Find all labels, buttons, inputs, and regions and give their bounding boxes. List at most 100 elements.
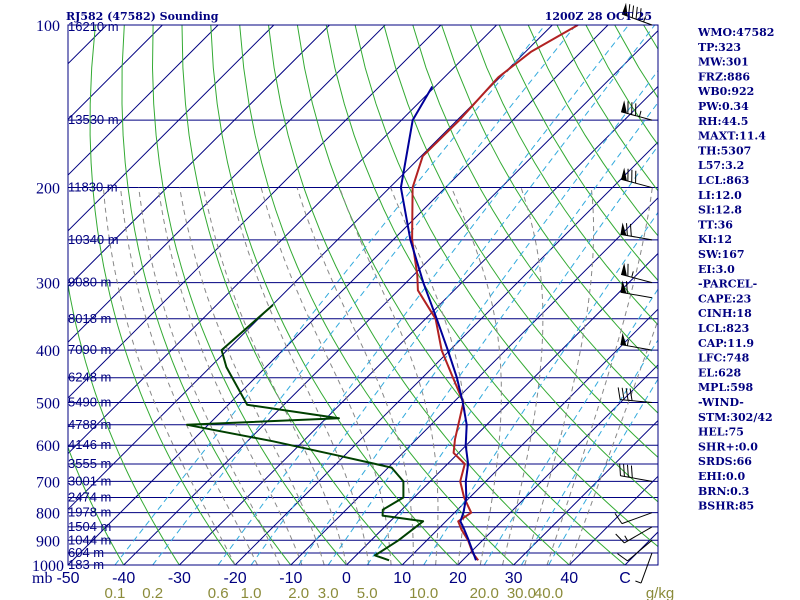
pressure-tick-label: 200 (36, 181, 60, 198)
index-value: SW:167 (698, 248, 745, 261)
wind-barb-feather (625, 388, 629, 401)
index-value: LCL:863 (698, 174, 749, 187)
temperature-tick-label: C (619, 570, 631, 587)
dry-adiabat-line (470, 25, 658, 326)
wind-barb-feather (629, 223, 632, 237)
index-value: EI:3.0 (698, 263, 735, 276)
index-value: EL:628 (698, 366, 741, 379)
mixing-ratio-label: 5.0 (357, 585, 378, 600)
wind-barb-staff (620, 399, 653, 403)
mixing-ratio-line (520, 339, 658, 565)
dry-adiabat-line (412, 25, 658, 414)
wind-barb-staff (621, 512, 653, 525)
height-label: 4788 m (68, 417, 111, 432)
moist-adiabat-line (202, 187, 347, 565)
index-value: TT:36 (698, 218, 733, 231)
moist-adiabat-line (568, 318, 658, 565)
index-value: KI:12 (698, 233, 732, 246)
index-value: MAXT:11.4 (698, 130, 766, 143)
dry-adiabat-line (89, 25, 236, 565)
wind-barb (620, 100, 653, 121)
wind-barb-staff (620, 233, 653, 241)
wind-barb (620, 332, 653, 351)
mixing-ratio-label: 40.0 (534, 585, 563, 600)
isotherm-line (401, 308, 658, 565)
height-label: 10340 m (68, 232, 119, 247)
mixing-ratio-line (483, 288, 658, 565)
moist-adiabat-line (546, 187, 653, 565)
mixing-ratio-label: 0.2 (142, 585, 163, 600)
mixing-ratio-line (217, 25, 629, 565)
wind-barb-feather (626, 281, 628, 294)
index-value: LI:12.0 (698, 189, 742, 202)
index-value: MW:301 (698, 56, 749, 69)
index-value: WB0:922 (697, 85, 754, 98)
dry-adiabat-line (325, 25, 658, 548)
height-label: 183 m (68, 557, 104, 572)
wind-barb-feather (630, 465, 633, 478)
mixing-ratio-label: g/kg (646, 585, 674, 600)
index-value: EHI:0.0 (698, 470, 745, 483)
height-label: 604 m (68, 545, 104, 560)
pressure-tick-label: 900 (36, 533, 60, 550)
wind-barb-flag (620, 332, 627, 346)
isotherm-line (68, 25, 163, 121)
pressure-tick-label: 700 (36, 474, 60, 491)
dry-adiabat-line (239, 25, 514, 565)
wind-barb (620, 167, 653, 189)
chart-title-left: RJ582 (47582) Sounding (66, 10, 219, 23)
wind-barb-feather (623, 464, 625, 477)
index-value: LCL:823 (698, 322, 749, 335)
isotherm-line (68, 25, 442, 399)
wind-barb-staff (627, 539, 653, 562)
dry-adiabat-line (181, 25, 403, 565)
sounding-series (186, 25, 579, 562)
height-label: 8018 m (68, 311, 111, 326)
moist-adiabat-line (390, 187, 468, 565)
wind-barbs (614, 2, 653, 584)
index-value: FRZ:886 (698, 70, 750, 83)
isotherm-line (68, 25, 497, 455)
mixing-ratio-line (423, 211, 658, 565)
temperature-tick-label: -20 (224, 570, 247, 587)
wind-barb-flag (621, 2, 628, 17)
moist-adiabat-line (138, 187, 281, 565)
chart-title-right: 1200Z 28 OCT 25 (545, 10, 652, 23)
height-label: 16210 m (68, 19, 119, 34)
parcel-profile-line (399, 85, 477, 561)
dewpoint-profile-line (186, 304, 425, 562)
wind-barb-feather (621, 387, 625, 401)
index-value: LFC:748 (698, 352, 750, 365)
mixing-ratio-line (114, 25, 546, 565)
moist-adiabat-line (120, 187, 258, 565)
wind-barb-flag (620, 222, 627, 236)
wind-barb-feather (614, 513, 623, 524)
wind-barb (619, 463, 653, 482)
wind-barb-feather (629, 388, 633, 401)
wind-barb (620, 222, 653, 241)
dry-adiabat-line (68, 281, 180, 565)
mixing-ratio-line (548, 378, 658, 565)
index-value: TP:323 (698, 41, 741, 54)
height-label: 1044 m (68, 532, 111, 547)
pressure-tick-label: 400 (36, 343, 60, 360)
wind-barb-half-feather (643, 16, 647, 23)
wind-barb-staff (620, 273, 653, 284)
height-label: 5490 m (68, 394, 111, 409)
wind-barb-half-feather (631, 271, 634, 278)
index-value: BRN:0.3 (698, 485, 749, 498)
height-label: 9080 m (68, 275, 111, 290)
dry-adiabat-line (498, 25, 658, 282)
wind-barb-feather (635, 6, 638, 20)
moist-adiabat-line (339, 187, 439, 565)
height-label: 3555 m (68, 456, 111, 471)
mixing-ratio-label: 1.0 (241, 585, 262, 600)
wind-barb-staff (620, 344, 653, 351)
wind-barb (635, 552, 653, 584)
height-label: 6248 m (68, 370, 111, 385)
plot-frame (67, 24, 659, 566)
index-value: HEL:75 (698, 426, 744, 439)
wind-barb-staff (620, 475, 653, 482)
temperature-tick-label: -40 (112, 570, 135, 587)
